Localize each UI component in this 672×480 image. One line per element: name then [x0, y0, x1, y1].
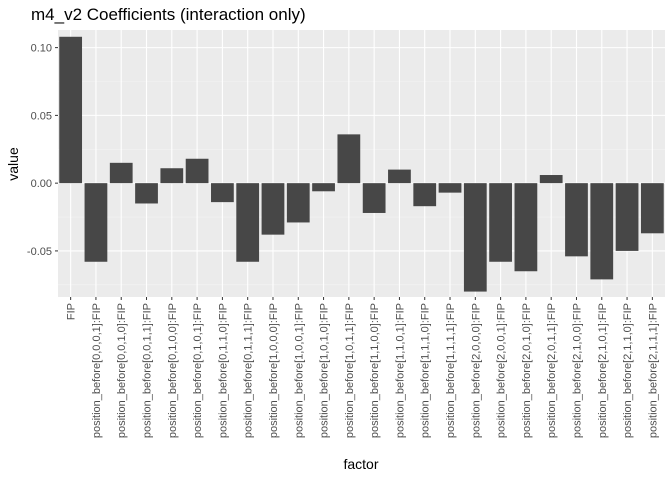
bar [211, 183, 234, 203]
y-tick-label: 0.00 [31, 178, 52, 190]
plot-panel [58, 30, 665, 297]
bar [337, 134, 361, 184]
bar [261, 183, 285, 235]
x-tick-label: position_before[2,0,1,1]:FIP [546, 303, 558, 438]
bar [640, 183, 664, 234]
bar [388, 169, 411, 184]
x-tick-label: position_before[0,1,0,0]:FIP [167, 303, 179, 438]
x-tick-label: position_before[2,0,1,0]:FIP [521, 303, 533, 438]
y-axis-title: value [5, 147, 21, 181]
x-tick-label: position_before[1,0,1,1]:FIP [344, 303, 356, 438]
x-tick-label: position_before[0,0,1,0]:FIP [116, 303, 128, 438]
bar [413, 183, 437, 207]
x-tick-label: position_before[0,1,1,0]:FIP [217, 303, 229, 438]
x-axis-title: factor [343, 456, 378, 472]
bars [59, 36, 664, 292]
bar [615, 183, 639, 251]
x-tick-label: position_before[2,1,0,0]:FIP [571, 303, 583, 438]
x-tick-label: position_before[2,1,0,1]:FIP [597, 303, 609, 438]
bar [438, 183, 462, 193]
y-axis: -0.05 0.00 0.05 0.10 [27, 43, 58, 258]
x-tick-label: position_before[0,1,0,1]:FIP [192, 303, 204, 438]
bar [565, 183, 588, 257]
bar [84, 183, 108, 262]
x-tick-label: position_before[1,1,1,1]:FIP [445, 303, 457, 438]
x-tick-label: position_before[2,1,1,1]:FIP [647, 303, 659, 438]
bar [185, 158, 209, 184]
bar [312, 183, 335, 192]
x-tick-label: position_before[0,0,0,1]:FIP [91, 303, 103, 438]
chart-title: m4_v2 Coefficients (interaction only) [31, 5, 306, 24]
bar [539, 175, 563, 184]
x-tick-label: position_before[2,0,0,1]:FIP [496, 303, 508, 438]
x-tick-label: position_before[1,0,0,1]:FIP [293, 303, 305, 438]
y-tick-label: -0.05 [27, 246, 52, 258]
x-tick-label: position_before[1,0,0,0]:FIP [268, 303, 280, 438]
bar [160, 168, 184, 184]
bar [489, 183, 512, 262]
bar [590, 183, 614, 280]
x-tick-label: FIP [66, 303, 78, 320]
x-tick-label: position_before[1,1,0,0]:FIP [369, 303, 381, 438]
bar [362, 183, 386, 213]
x-tick-label: position_before[1,0,1,0]:FIP [319, 303, 331, 438]
bar [286, 183, 310, 223]
y-tick-label: 0.10 [31, 43, 52, 55]
bar [135, 183, 158, 204]
bar [109, 162, 133, 184]
bar [59, 36, 83, 184]
x-tick-label: position_before[0,0,1,1]:FIP [142, 303, 154, 438]
y-tick-label: 0.05 [31, 110, 52, 122]
x-tick-label: position_before[2,1,1,0]:FIP [622, 303, 634, 438]
x-tick-label: position_before[0,1,1,1]:FIP [243, 303, 255, 438]
bar [236, 183, 260, 262]
x-tick-label: position_before[2,0,0,0]:FIP [470, 303, 482, 438]
x-tick-label: position_before[1,1,1,0]:FIP [420, 303, 432, 438]
bar [514, 183, 538, 272]
x-tick-label: position_before[1,1,0,1]:FIP [394, 303, 406, 438]
bar [463, 183, 487, 292]
x-axis: FIP position_before[0,0,0,1]:FIP position_… [66, 297, 659, 438]
